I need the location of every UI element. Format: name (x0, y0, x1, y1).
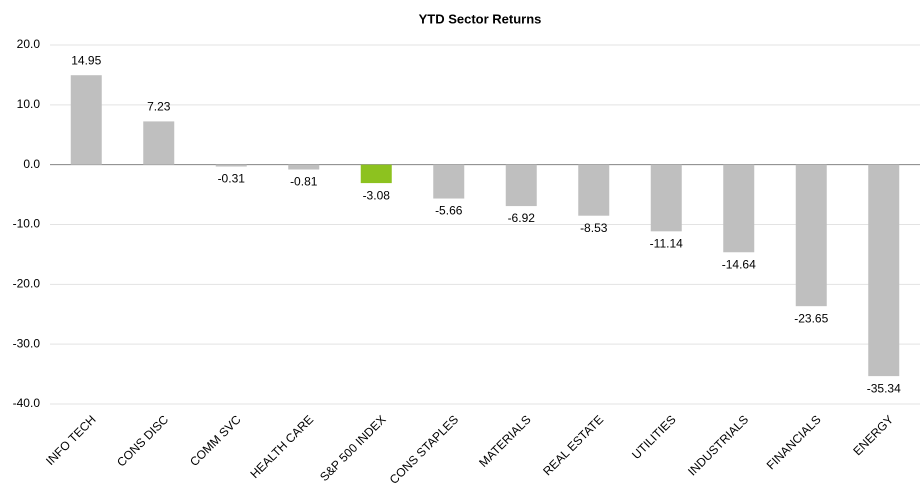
x-tick-label: CONS DISC (114, 412, 171, 469)
x-tick-label: UTILITIES (629, 412, 679, 462)
bar (650, 164, 682, 232)
x-tick-label: INDUSTRIALS (685, 412, 751, 478)
y-tick-label: -30.0 (13, 336, 41, 350)
x-tick-label: S&P 500 INDEX (317, 412, 389, 484)
y-tick-label: 20.0 (17, 37, 41, 51)
value-label: -6.92 (508, 211, 536, 225)
bar (795, 164, 827, 307)
value-label: -11.14 (650, 236, 683, 250)
y-tick-label: 0.0 (23, 157, 40, 171)
y-tick-label: 10.0 (17, 97, 41, 111)
y-tick-label: -10.0 (13, 217, 41, 231)
value-label: -23.65 (794, 311, 828, 325)
bar (288, 164, 320, 170)
x-tick-label: INFO TECH (43, 412, 98, 467)
bar (578, 164, 610, 216)
bar (868, 164, 900, 377)
value-label: 7.23 (147, 100, 171, 114)
value-label: -8.53 (580, 221, 608, 235)
chart-title: YTD Sector Returns (419, 11, 542, 26)
x-tick-label: FINANCIALS (764, 412, 824, 472)
x-tick-label: COMM SVC (187, 412, 244, 469)
bar (70, 75, 102, 165)
bar (360, 164, 392, 184)
x-tick-label: HEALTH CARE (247, 412, 316, 481)
x-tick-label: MATERIALS (476, 412, 533, 469)
value-label: -14.64 (722, 257, 756, 271)
y-tick-label: -20.0 (13, 277, 41, 291)
x-tick-label: ENERGY (850, 412, 896, 458)
x-tick-label: CONS STAPLES (387, 412, 461, 486)
value-label: -35.34 (867, 381, 901, 395)
x-tick-label: REAL ESTATE (540, 412, 606, 478)
bar (505, 164, 537, 207)
value-label: -5.66 (435, 204, 463, 218)
bar (215, 164, 247, 167)
y-tick-label: -40.0 (13, 396, 41, 410)
bar (723, 164, 755, 253)
bar (433, 164, 465, 199)
bar (143, 121, 175, 165)
value-label: -3.08 (363, 188, 391, 202)
value-label: 14.95 (71, 53, 101, 67)
value-label: -0.31 (218, 172, 246, 186)
value-label: -0.81 (290, 175, 318, 189)
